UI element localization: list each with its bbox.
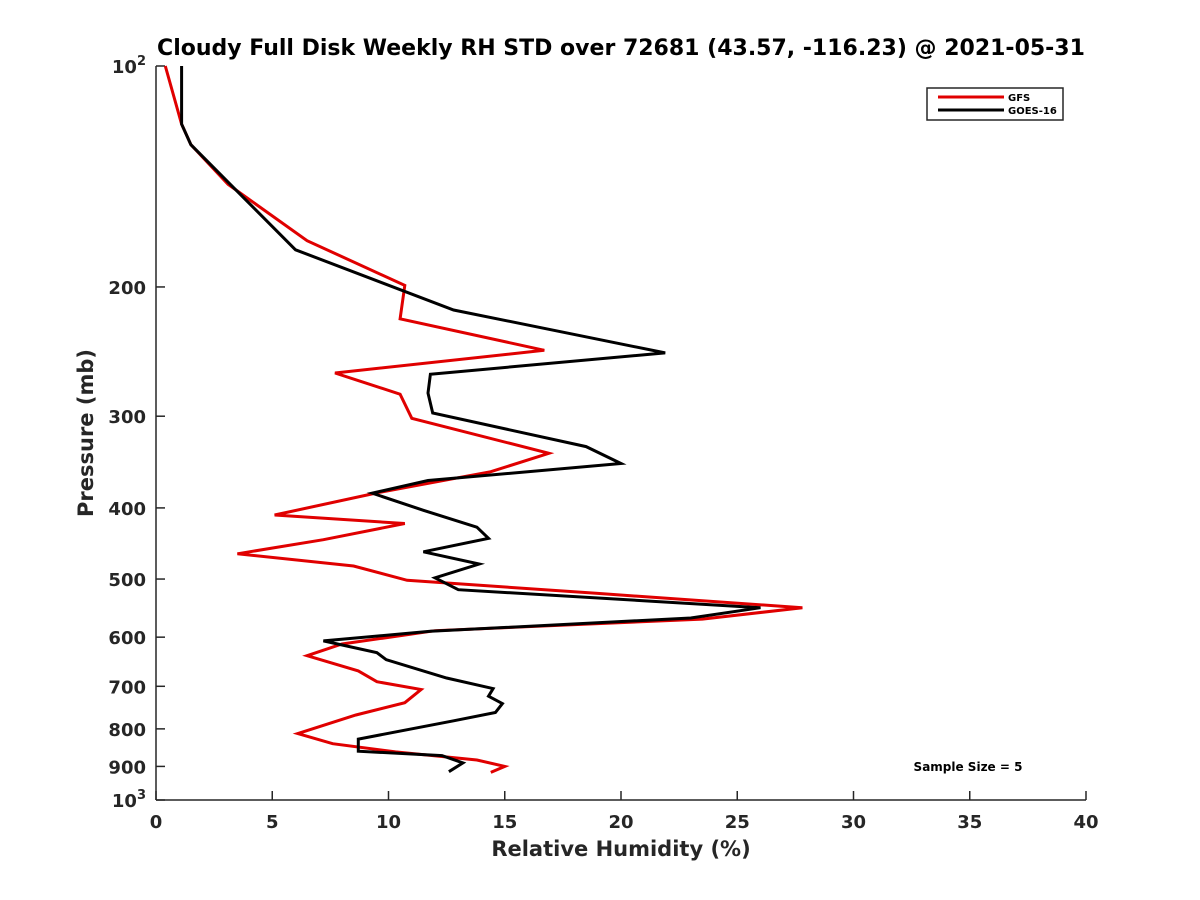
y-tick-label: 300 [108, 407, 146, 428]
y-tick-label: 600 [108, 628, 146, 649]
legend-label: GOES-16 [1008, 106, 1057, 117]
y-tick-label: 103 [112, 788, 146, 812]
series-line-goes-16 [180, 66, 761, 773]
y-tick-label: 102 [112, 54, 146, 78]
x-tick-label: 10 [376, 812, 401, 833]
y-tick-label: 500 [108, 570, 146, 591]
series-line-gfs [163, 65, 803, 774]
x-tick-label: 5 [266, 812, 279, 833]
x-tick-label: 25 [725, 812, 750, 833]
y-tick-label: 200 [108, 278, 146, 299]
axes: 0 5 10 15 20 25 30 35 40 102 200 300 400 500 600 700 800… [108, 54, 1098, 833]
x-tick-label: 35 [957, 812, 982, 833]
x-tick-label: 15 [492, 812, 517, 833]
x-tick-label: 0 [150, 812, 163, 833]
legend-box [926, 87, 1064, 121]
y-tick-label: 900 [108, 757, 146, 778]
plot-area [156, 66, 1086, 800]
sample-size-annotation: Sample Size = 5 [914, 760, 1023, 774]
x-tick-label: 40 [1073, 812, 1098, 833]
y-axis-label: Pressure (mb) [74, 349, 98, 517]
series-group [163, 65, 803, 774]
y-tick-label: 700 [108, 677, 146, 698]
legend-label: GFS [1008, 93, 1030, 104]
legend: GFS GOES-16 [926, 87, 1064, 121]
x-tick-label: 30 [841, 812, 866, 833]
y-tick-label: 800 [108, 720, 146, 741]
x-tick-label: 20 [608, 812, 633, 833]
x-axis-label: Relative Humidity (%) [491, 837, 750, 861]
chart-title: Cloudy Full Disk Weekly RH STD over 7268… [157, 36, 1085, 61]
y-tick-label: 400 [108, 499, 146, 520]
